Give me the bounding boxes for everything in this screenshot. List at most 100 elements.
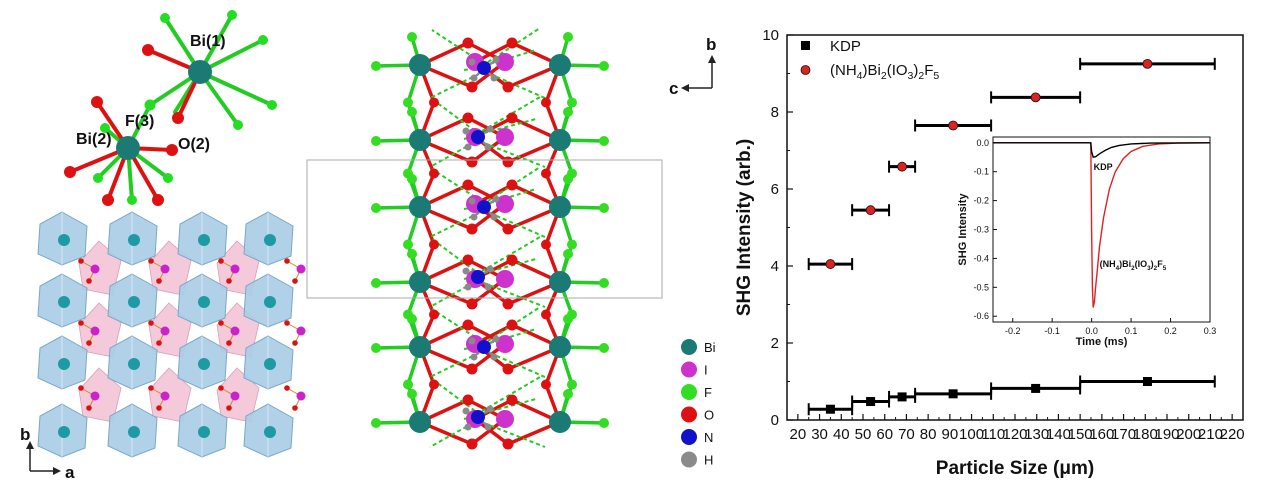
f-atom (563, 249, 573, 259)
hydrogen-bond (463, 416, 473, 420)
legend-marker (800, 65, 811, 75)
o-atom (506, 179, 518, 191)
bi-atom (58, 358, 70, 370)
o-atom (466, 156, 478, 168)
bi-atom (264, 296, 276, 308)
cluster-label: Bi(2) (76, 131, 112, 148)
o-atom (506, 254, 518, 266)
h-atom (470, 353, 478, 361)
inset-chart: -0.2 -0.1 0.0 0.1 0.2 0.3 0.0 -0.1 -0.2 -0.3 -0.4 -… (957, 136, 1216, 348)
hydrogen-bond (431, 98, 476, 132)
o-atom (506, 394, 518, 406)
i-atom (230, 326, 240, 336)
o-atom (148, 320, 154, 326)
data-point (1031, 383, 1041, 393)
y-tick-label: 8 (771, 104, 779, 121)
legend-label: H (704, 453, 713, 468)
y-tick-label: 2 (771, 335, 779, 352)
i-atom (160, 391, 170, 401)
inset-annotation: KDP (1094, 162, 1113, 172)
f-atom (599, 343, 609, 353)
inset-x-axis-label: Time (ms) (1076, 336, 1128, 348)
legend-label: Bi (704, 340, 716, 355)
x-tick-label: 20 (790, 426, 807, 443)
bi-atom (409, 129, 431, 151)
x-tick-label: 210 (1198, 426, 1223, 443)
bi-atom (128, 234, 140, 246)
h-atom (490, 213, 498, 221)
inset-x-tick-label: 0.2 (1164, 326, 1177, 336)
h-atom (492, 335, 500, 343)
o-atom (462, 319, 474, 331)
data-point (1142, 377, 1152, 386)
o-atom (429, 168, 439, 179)
bi-atom (549, 129, 571, 151)
f-atom (563, 174, 573, 184)
o-atom (502, 81, 514, 93)
inset-y-tick-label: -0.4 (973, 253, 989, 263)
o-atom (502, 363, 514, 375)
axis-a-label: a (65, 463, 75, 482)
data-point (1030, 92, 1041, 103)
hydrogen-bond (431, 238, 476, 272)
i-atom (296, 391, 306, 401)
x-tick-label: 150 (1068, 426, 1093, 443)
bi-atom (128, 426, 140, 438)
i-atom (90, 264, 100, 274)
i-atom (496, 195, 514, 213)
i-atom (90, 391, 100, 401)
x-tick-label: 110 (981, 426, 1005, 443)
hydrogen-bond (483, 142, 546, 168)
legend-label: F (704, 385, 712, 400)
inset-y-axis-label: SHG Intensity (957, 193, 969, 266)
hydrogen-bond (463, 136, 473, 140)
atom-group (371, 32, 609, 450)
h-atom (484, 283, 492, 291)
legend-label: O (704, 408, 714, 423)
i-atom (496, 53, 514, 71)
x-tick-label: 100 (959, 426, 984, 443)
bi-atom (58, 426, 70, 438)
x-tick-label: 220 (1220, 426, 1245, 443)
o-atom (541, 379, 551, 390)
h-atom (468, 58, 476, 66)
o-atom (226, 340, 232, 346)
o-atom (156, 340, 162, 346)
f-atom (599, 278, 609, 288)
o-atom (502, 438, 514, 450)
cluster-label: Bi(1) (190, 33, 226, 50)
i-atom (160, 264, 170, 274)
x-tick-label: 80 (920, 426, 937, 443)
hydrogen-bond (481, 376, 541, 412)
o-atom (156, 405, 162, 411)
i-atom (296, 264, 306, 274)
h-atom (484, 143, 492, 151)
o-atom (429, 309, 439, 320)
data-point (948, 120, 959, 131)
bi-atom (198, 234, 210, 246)
legend-label: N (704, 430, 713, 445)
cluster-label: F(3) (125, 113, 154, 130)
h-atom (468, 197, 476, 205)
n-atom (477, 340, 491, 354)
legend-swatch (681, 361, 697, 378)
o-atom (541, 97, 551, 108)
bi-atom (264, 358, 276, 370)
shg-chart: 20 30 40 50 60 70 80 90 100110120130140150160170… (734, 27, 1245, 479)
o-atom (462, 112, 474, 124)
f-atom (567, 239, 577, 250)
f-atom (407, 314, 417, 324)
x-tick-label: 90 (942, 426, 959, 443)
h-atom (464, 283, 472, 291)
h-atom (490, 74, 498, 82)
h-atom (462, 267, 470, 275)
bi-atom (409, 196, 431, 218)
o-atom (156, 278, 162, 284)
hydrogen-bond (463, 276, 473, 280)
h-atom (462, 407, 470, 415)
h-atom (464, 423, 472, 431)
o-atom (429, 97, 439, 108)
n-atom (471, 130, 485, 144)
i-atom (496, 410, 514, 428)
o-atom (86, 405, 92, 411)
